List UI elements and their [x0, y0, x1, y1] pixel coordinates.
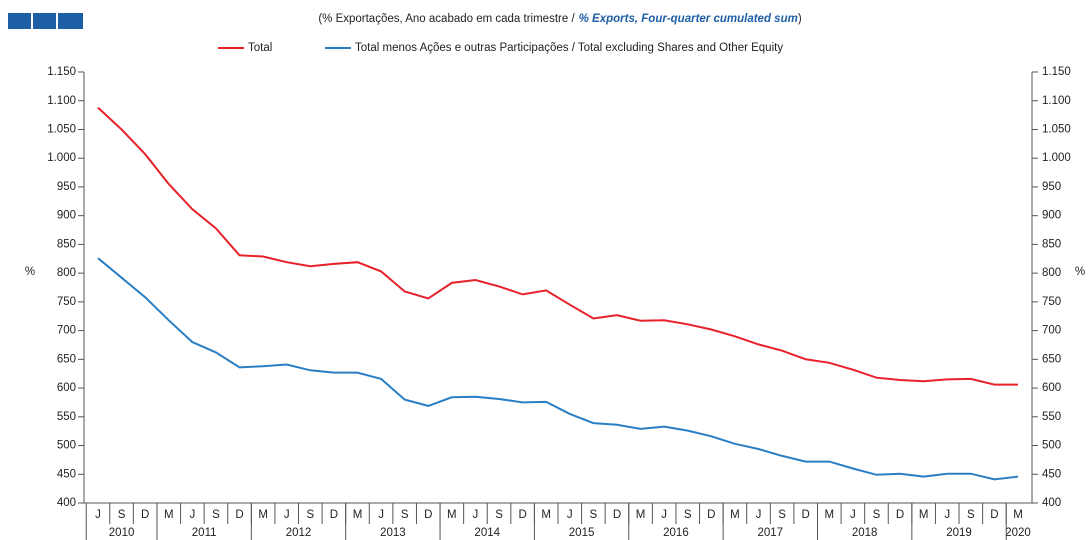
y2-tick-label: 1.050 — [1042, 123, 1071, 135]
y2-tick-label: 850 — [1042, 238, 1061, 250]
x-tick-label: M — [258, 509, 268, 521]
y-tick-label: 750 — [57, 296, 76, 308]
y2-tick-label: 700 — [1042, 325, 1061, 337]
y-tick-label: 1.150 — [47, 66, 76, 78]
x-tick-label: D — [896, 509, 904, 521]
x-tick-label: S — [590, 509, 598, 521]
y2-tick-label: 950 — [1042, 181, 1061, 193]
x-tick-label: M — [824, 509, 834, 521]
x-tick-label: M — [353, 509, 363, 521]
x-group-label: 2017 — [758, 527, 784, 539]
y-tick-label: 1.100 — [47, 95, 76, 107]
y-tick-label: 500 — [57, 440, 76, 452]
y2-tick-label: 650 — [1042, 353, 1061, 365]
chart-title: (% Exportações, Ano acabado em cada trim… — [318, 13, 802, 25]
x-group-label: 2010 — [109, 527, 135, 539]
x-tick-label: D — [518, 509, 526, 521]
x-tick-label: D — [141, 509, 149, 521]
x-tick-label: J — [567, 509, 573, 521]
x-tick-label: D — [330, 509, 338, 521]
x-group-label: 2013 — [380, 527, 406, 539]
x-tick-label: D — [235, 509, 243, 521]
x-tick-label: S — [684, 509, 692, 521]
y2-tick-label: 750 — [1042, 296, 1061, 308]
x-tick-label: M — [164, 509, 174, 521]
x-tick-label: J — [756, 509, 762, 521]
x-tick-label: S — [778, 509, 786, 521]
x-tick-label: M — [447, 509, 457, 521]
y-tick-label: 950 — [57, 181, 76, 193]
x-group-label: 2018 — [852, 527, 878, 539]
x-group-label: 2016 — [663, 527, 689, 539]
logo — [8, 13, 83, 29]
y-tick-label: 900 — [57, 210, 76, 222]
y-tick-label: 850 — [57, 238, 76, 250]
x-group-label: 2019 — [946, 527, 972, 539]
x-tick-label: S — [118, 509, 126, 521]
x-group-label: 2015 — [569, 527, 595, 539]
x-tick-label: S — [495, 509, 503, 521]
x-tick-label: J — [473, 509, 479, 521]
x-tick-label: J — [284, 509, 290, 521]
x-tick-label: J — [378, 509, 384, 521]
x-tick-label: S — [967, 509, 975, 521]
x-tick-label: M — [919, 509, 929, 521]
x-tick-label: D — [613, 509, 621, 521]
legend-label: Total — [248, 42, 272, 54]
x-tick-label: D — [424, 509, 432, 521]
y2-tick-label: 800 — [1042, 267, 1061, 279]
series-line — [97, 257, 1019, 481]
y2-tick-label: 600 — [1042, 382, 1061, 394]
x-tick-label: M — [541, 509, 551, 521]
x-tick-label: J — [189, 509, 195, 521]
legend-label: Total menos Ações e outras Participações… — [355, 42, 783, 54]
y2-tick-label: 1.100 — [1042, 95, 1071, 107]
y2-tick-label: 1.000 — [1042, 152, 1071, 164]
y-tick-label: 450 — [57, 468, 76, 480]
x-group-label: 2012 — [286, 527, 312, 539]
x-tick-label: J — [850, 509, 856, 521]
y2-tick-label: 500 — [1042, 440, 1061, 452]
x-tick-label: S — [306, 509, 314, 521]
title-en: % Exports, Four-quarter cumulated sum — [579, 13, 798, 25]
x-tick-label: J — [944, 509, 950, 521]
y-tick-label: 800 — [57, 267, 76, 279]
x-tick-label: M — [1013, 509, 1023, 521]
y-tick-label: 1.000 — [47, 152, 76, 164]
y2-tick-label: 400 — [1042, 497, 1061, 509]
x-tick-label: S — [212, 509, 220, 521]
y-tick-label: 700 — [57, 325, 76, 337]
y2-tick-label: 900 — [1042, 210, 1061, 222]
title-pt: (% Exportações, Ano acabado em cada trim… — [318, 13, 575, 25]
y-tick-label: 650 — [57, 353, 76, 365]
y2-tick-label: 550 — [1042, 411, 1061, 423]
series-line — [97, 106, 1018, 386]
y-axis-label: % — [25, 266, 35, 278]
title-close: ) — [798, 13, 802, 25]
y2-tick-label: 450 — [1042, 468, 1061, 480]
x-tick-label: J — [661, 509, 667, 521]
x-tick-label: D — [707, 509, 715, 521]
x-tick-label: D — [990, 509, 998, 521]
x-group-label: 2020 — [1005, 527, 1031, 539]
x-tick-label: S — [873, 509, 881, 521]
x-tick-label: M — [636, 509, 646, 521]
x-tick-label: J — [95, 509, 101, 521]
y2-tick-label: 1.150 — [1042, 66, 1071, 78]
y-tick-label: 1.050 — [47, 123, 76, 135]
x-tick-label: D — [802, 509, 810, 521]
y-tick-label: 550 — [57, 411, 76, 423]
x-tick-label: M — [730, 509, 740, 521]
x-group-label: 2014 — [474, 527, 500, 539]
y-tick-label: 400 — [57, 497, 76, 509]
x-tick-label: S — [401, 509, 409, 521]
y-tick-label: 600 — [57, 382, 76, 394]
y2-axis-label: % — [1075, 266, 1085, 278]
x-group-label: 2011 — [192, 527, 217, 539]
